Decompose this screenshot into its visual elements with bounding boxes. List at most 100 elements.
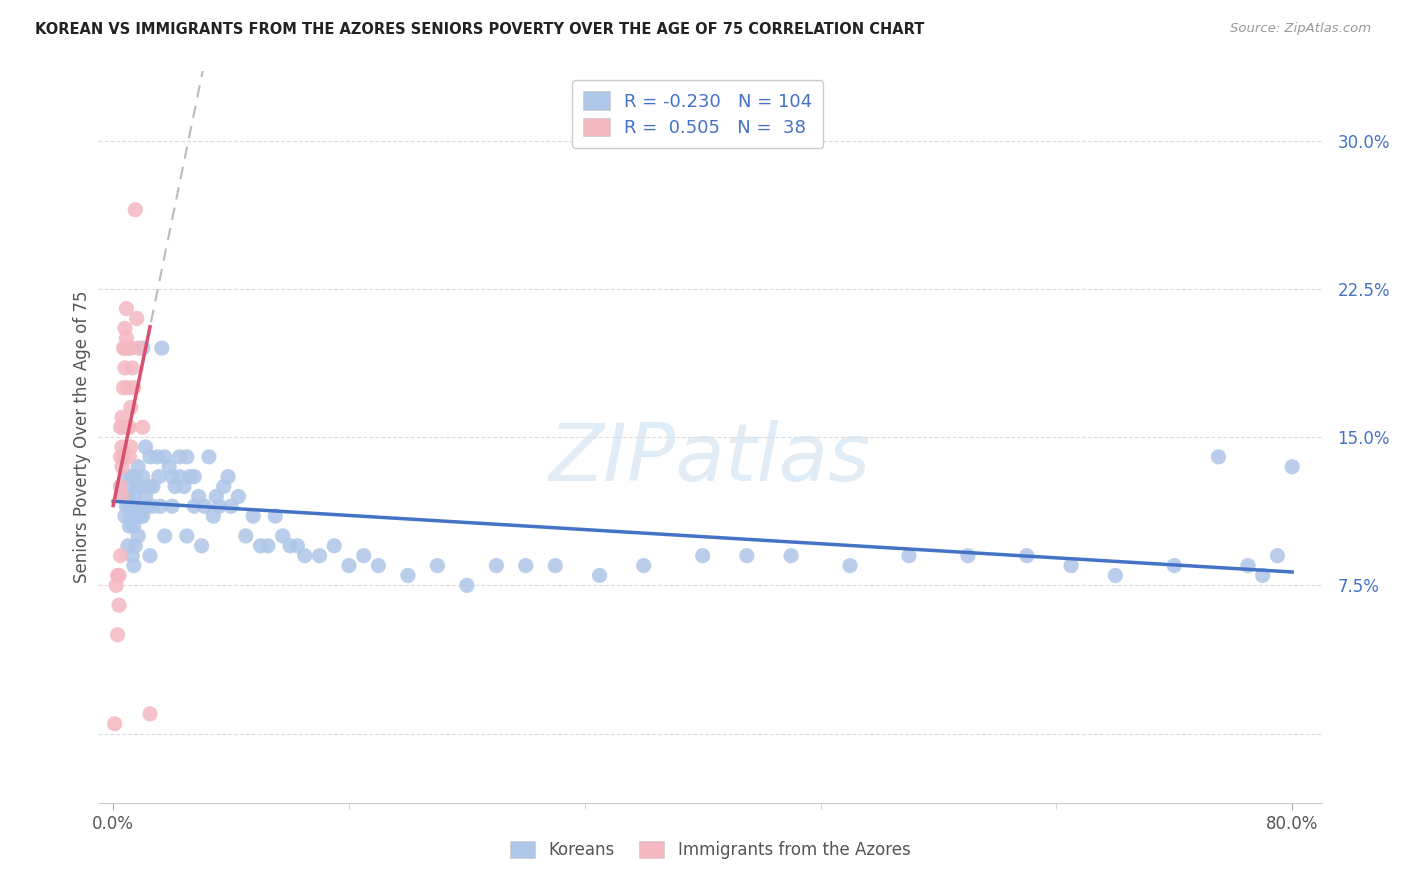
Point [169, 450, 191, 464]
Point [183, 500, 205, 514]
Point [115, 301, 138, 316]
Point [153, 450, 176, 464]
Point [124, 509, 146, 524]
Point [118, 519, 141, 533]
Point [190, 539, 212, 553]
Point [308, 549, 330, 563]
Point [228, 489, 250, 503]
Point [118, 450, 141, 464]
Point [135, 440, 157, 454]
Point [735, 549, 758, 563]
Point [208, 500, 231, 514]
Point [692, 549, 714, 563]
Point [235, 529, 257, 543]
Point [367, 558, 389, 573]
Point [107, 628, 129, 642]
Point [169, 469, 191, 483]
Point [124, 202, 146, 217]
Point [111, 410, 134, 425]
Point [121, 500, 143, 514]
Point [131, 509, 153, 524]
Point [187, 489, 209, 503]
Point [179, 469, 201, 483]
Point [122, 558, 145, 573]
Point [114, 341, 136, 355]
Point [217, 469, 239, 483]
Point [124, 469, 146, 483]
Point [128, 500, 150, 514]
Point [165, 479, 187, 493]
Point [110, 479, 132, 493]
Y-axis label: Seniors Poverty Over the Age of 75: Seniors Poverty Over the Age of 75 [73, 291, 91, 583]
Point [515, 558, 537, 573]
Point [287, 539, 309, 553]
Point [146, 450, 169, 464]
Point [1208, 450, 1230, 464]
Point [122, 489, 145, 503]
Point [160, 469, 183, 483]
Point [898, 549, 921, 563]
Point [294, 549, 316, 563]
Point [122, 381, 145, 395]
Point [121, 360, 143, 375]
Point [323, 539, 346, 553]
Point [121, 549, 143, 563]
Point [120, 401, 142, 415]
Point [1251, 568, 1274, 582]
Point [139, 450, 162, 464]
Point [426, 558, 449, 573]
Point [353, 549, 375, 563]
Point [110, 420, 132, 434]
Point [122, 519, 145, 533]
Point [120, 479, 142, 493]
Text: Source: ZipAtlas.com: Source: ZipAtlas.com [1230, 22, 1371, 36]
Point [160, 500, 183, 514]
Point [120, 440, 142, 454]
Point [193, 500, 215, 514]
Point [108, 568, 131, 582]
Point [396, 568, 419, 582]
Point [956, 549, 979, 563]
Point [127, 459, 149, 474]
Point [117, 489, 139, 503]
Point [456, 578, 478, 592]
Point [135, 489, 157, 503]
Point [139, 549, 162, 563]
Point [125, 500, 148, 514]
Point [142, 479, 165, 493]
Point [588, 568, 610, 582]
Text: KOREAN VS IMMIGRANTS FROM THE AZORES SENIORS POVERTY OVER THE AGE OF 75 CORRELAT: KOREAN VS IMMIGRANTS FROM THE AZORES SEN… [35, 22, 925, 37]
Point [131, 469, 153, 483]
Point [110, 450, 132, 464]
Point [120, 341, 142, 355]
Point [257, 539, 280, 553]
Point [1163, 558, 1185, 573]
Point [633, 558, 655, 573]
Point [117, 469, 139, 483]
Point [183, 469, 205, 483]
Point [104, 716, 127, 731]
Point [1060, 558, 1083, 573]
Point [121, 469, 143, 483]
Point [114, 509, 136, 524]
Point [112, 341, 135, 355]
Point [139, 706, 162, 721]
Point [271, 529, 294, 543]
Point [131, 420, 153, 434]
Point [278, 539, 301, 553]
Legend: Koreans, Immigrants from the Azores: Koreans, Immigrants from the Azores [502, 833, 918, 868]
Point [198, 450, 221, 464]
Point [108, 598, 131, 612]
Point [117, 381, 139, 395]
Point [127, 341, 149, 355]
Point [780, 549, 803, 563]
Point [173, 479, 195, 493]
Point [176, 450, 198, 464]
Point [157, 459, 180, 474]
Point [112, 450, 135, 464]
Point [115, 331, 138, 345]
Point [205, 489, 228, 503]
Point [150, 341, 173, 355]
Point [112, 489, 135, 503]
Point [176, 529, 198, 543]
